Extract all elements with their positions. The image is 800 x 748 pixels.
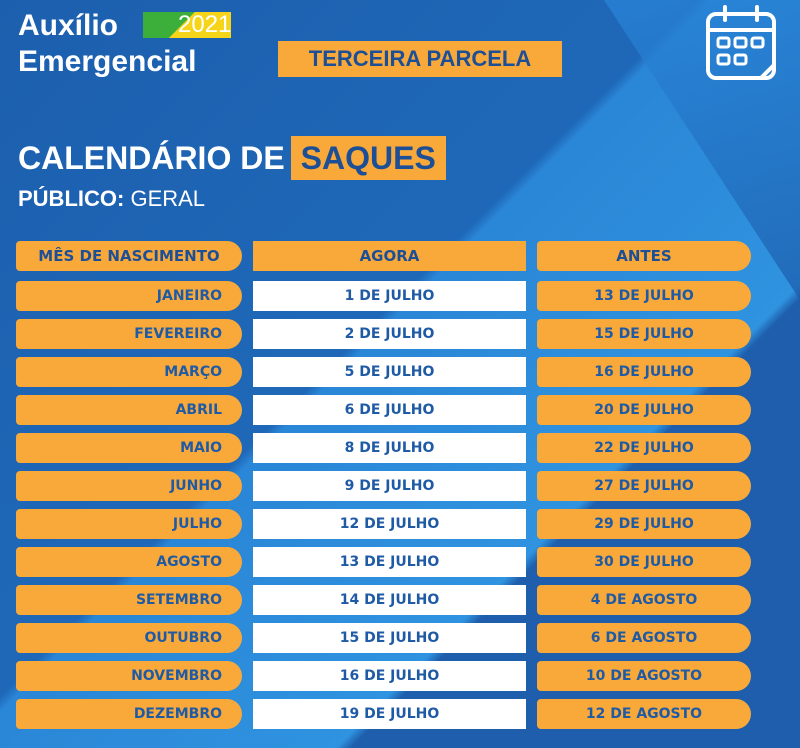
before-date-cell: 10 DE AGOSTO [537,661,751,691]
birth-month-cell: MARÇO [16,357,242,387]
now-date-cell: 16 DE JULHO [253,661,526,691]
audience-value: GERAL [130,186,206,211]
before-date-cell: 6 DE AGOSTO [537,623,751,653]
brand-logo: Auxílio Emergencial [18,8,196,80]
now-date-cell: 9 DE JULHO [253,471,526,501]
birth-month-cell: JANEIRO [16,281,242,311]
birth-month-cell: JUNHO [16,471,242,501]
title-highlight: SAQUES [290,136,446,180]
birth-month-cell: AGOSTO [16,547,242,577]
before-date-cell: 29 DE JULHO [537,509,751,539]
birth-month-cell: MAIO [16,433,242,463]
birth-month-cell: JULHO [16,509,242,539]
brand-line-1: Auxílio [18,9,119,42]
now-date-cell: 6 DE JULHO [253,395,526,425]
before-date-cell: 13 DE JULHO [537,281,751,311]
before-date-cell: 4 DE AGOSTO [537,585,751,615]
header-birth-month: MÊS DE NASCIMENTO [16,241,242,271]
birth-month-cell: FEVEREIRO [16,319,242,349]
audience-line: PÚBLICO: GERAL [18,183,205,215]
birth-month-cell: ABRIL [16,395,242,425]
page-title: CALENDÁRIO DE SAQUES [18,136,446,180]
before-date-cell: 27 DE JULHO [537,471,751,501]
now-date-cell: 2 DE JULHO [253,319,526,349]
before-date-cell: 22 DE JULHO [537,433,751,463]
calendar-icon [706,5,776,80]
birth-month-cell: NOVEMBRO [16,661,242,691]
birth-month-cell: DEZEMBRO [16,699,242,729]
brand-year: 2021 [178,11,232,38]
now-date-cell: 12 DE JULHO [253,509,526,539]
now-date-cell: 8 DE JULHO [253,433,526,463]
now-date-cell: 19 DE JULHO [253,699,526,729]
brand-line-2: Emergencial [18,45,197,78]
now-date-cell: 1 DE JULHO [253,281,526,311]
now-date-cell: 5 DE JULHO [253,357,526,387]
now-date-cell: 15 DE JULHO [253,623,526,653]
installment-label: TERCEIRA PARCELA [278,41,562,77]
before-date-cell: 30 DE JULHO [537,547,751,577]
before-date-cell: 15 DE JULHO [537,319,751,349]
title-prefix: CALENDÁRIO DE [18,140,285,176]
before-date-cell: 12 DE AGOSTO [537,699,751,729]
audience-label: PÚBLICO: [18,186,125,211]
now-date-cell: 13 DE JULHO [253,547,526,577]
before-date-cell: 20 DE JULHO [537,395,751,425]
header-before: ANTES [537,241,751,271]
birth-month-cell: OUTUBRO [16,623,242,653]
brazil-flag-stripe [143,12,231,38]
header-now: AGORA [253,241,526,271]
before-date-cell: 16 DE JULHO [537,357,751,387]
birth-month-cell: SETEMBRO [16,585,242,615]
now-date-cell: 14 DE JULHO [253,585,526,615]
